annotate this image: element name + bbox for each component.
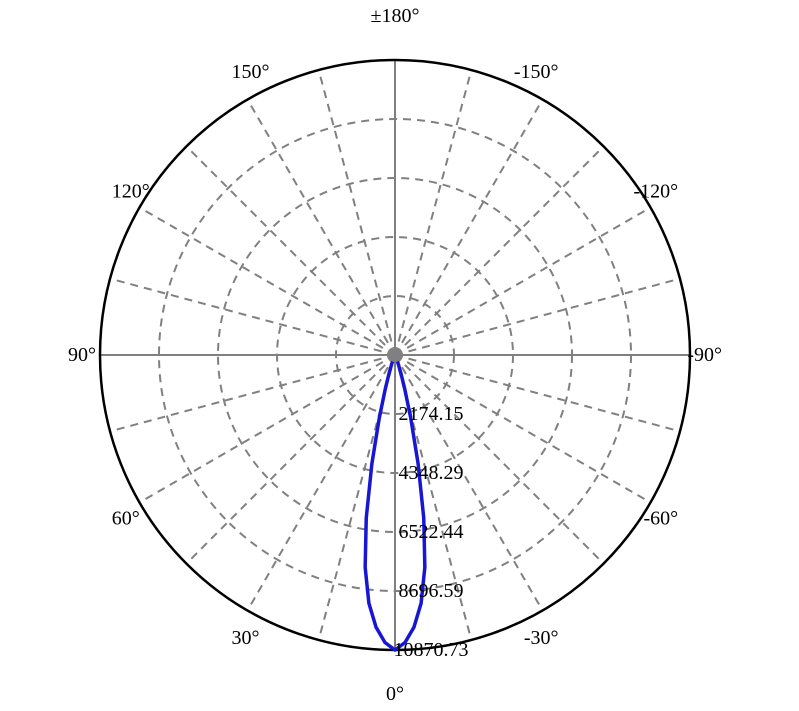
angle-label: 120° [112, 181, 150, 203]
polar-chart: ±180° 150° 120° 90° 60° 30° 0° -30° -60° -90° -120… [0, 0, 799, 711]
angle-label: -150° [514, 61, 559, 83]
radial-label: 2174.15 [399, 403, 464, 425]
angle-label: 150° [232, 61, 270, 83]
angle-label: -60° [644, 508, 679, 530]
angle-label: 0° [386, 683, 404, 705]
radial-label: 8696.59 [399, 580, 464, 602]
radial-label: 4348.29 [399, 462, 464, 484]
angle-label: -120° [634, 181, 679, 203]
angle-label: 90° [68, 344, 96, 366]
radial-label: 6522.44 [399, 521, 464, 543]
radial-label: 10870.73 [394, 639, 469, 661]
angle-label: ±180° [371, 5, 420, 27]
polar-svg: ±180° 150° 120° 90° 60° 30° 0° -30° -60° -90° -120… [0, 0, 799, 711]
angle-label: 30° [232, 627, 260, 649]
angle-label: -30° [524, 627, 559, 649]
angle-label: 60° [112, 508, 140, 530]
angle-label: -90° [687, 344, 722, 366]
